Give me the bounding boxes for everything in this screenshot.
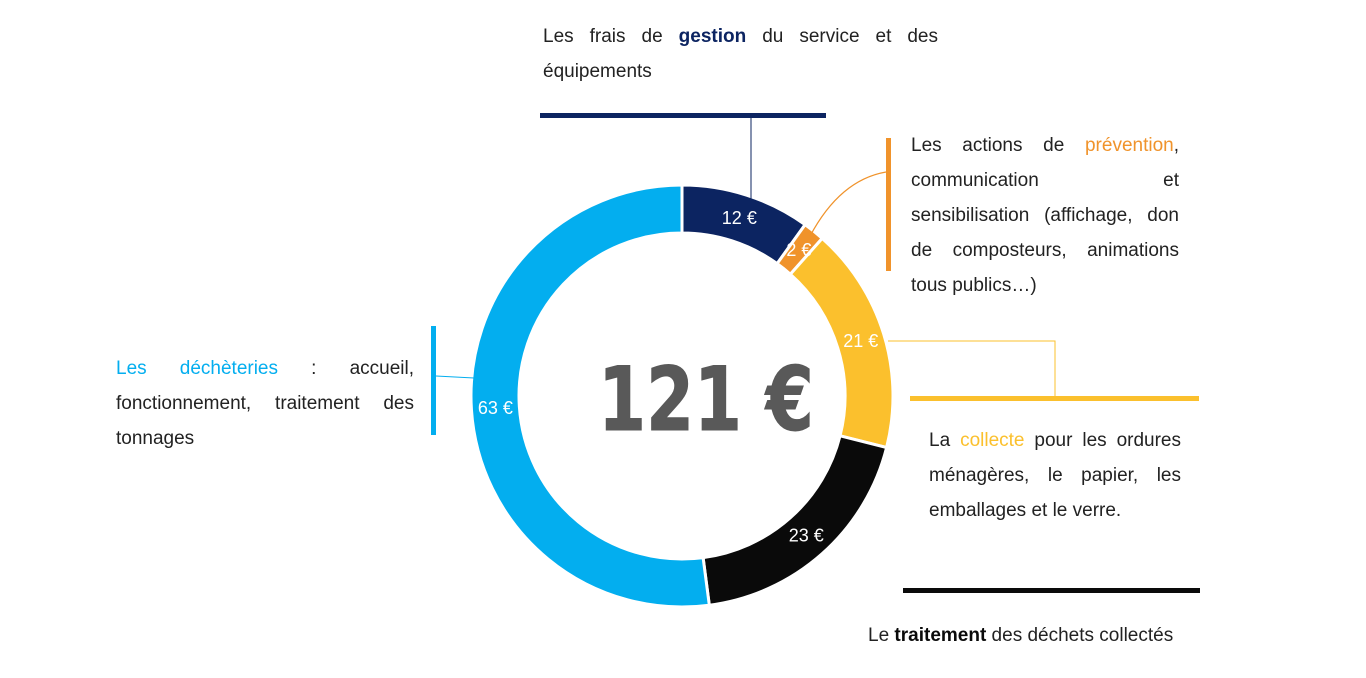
collecte-keyword: collecte [960,430,1025,451]
decheteries-bar [431,326,436,435]
traitement-pre: Le [868,625,895,646]
gestion-post: du service et des équipements [543,26,938,82]
collecte-post: pour les ordures ménagères, le papier, l… [929,430,1181,521]
slice-traitement [701,433,889,607]
prevention-bar [886,138,891,271]
value-label-gestion: 12 € [722,208,757,228]
leader-decheteries [435,375,475,379]
value-label-prévention: 2 € [786,240,811,260]
value-label-traitement: 23 € [789,526,824,546]
traitement-annotation: Le traitement des déchets collectés [868,618,1188,653]
gestion-annotation: Les frais de gestion du service et des é… [543,19,938,89]
collecte-pre: La [929,430,961,451]
collecte-bar [910,396,1199,401]
decheteries-annotation: Les déchèteries : accueil, fonctionnemen… [116,351,414,456]
prevention-keyword: prévention [1084,135,1174,156]
collecte-annotation: La collecte pour les ordures ménagères, … [929,423,1181,528]
traitement-keyword: traitement [894,625,987,646]
value-label-collecte: 21 € [843,331,878,351]
value-label-déchèteries: 63 € [478,398,513,418]
total-label: 121 € [598,349,814,452]
traitement-bar [903,588,1200,593]
prevention-post: , communication et sensibilisation (affi… [911,135,1179,296]
traitement-post: des déchets collectés [986,625,1174,646]
decheteries-post: : accueil, fonctionnement, traitement de… [116,358,414,449]
gestion-bar [540,113,826,118]
slice-déchèteries [469,183,711,609]
prevention-pre: Les actions de [911,135,1085,156]
prevention-annotation: Les actions de prévention, communication… [911,128,1179,303]
gestion-keyword: gestion [678,26,747,47]
leader-prevention [809,171,887,237]
gestion-pre: Les frais de [543,26,679,47]
decheteries-keyword: Les déchèteries [116,358,279,379]
leader-collecte [888,340,1056,396]
